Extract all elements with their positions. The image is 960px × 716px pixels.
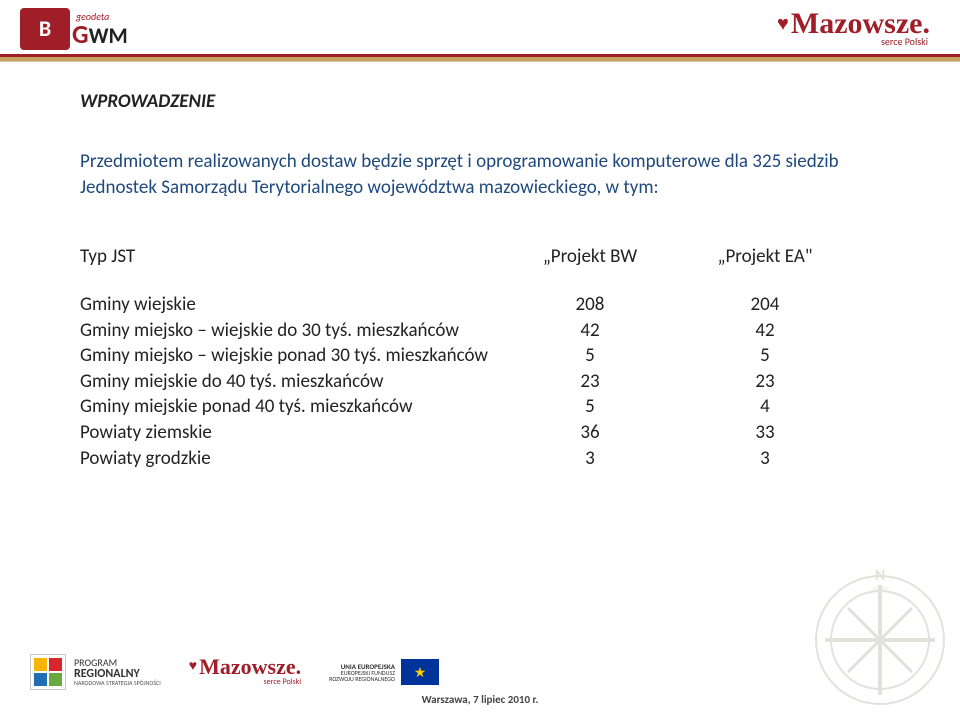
row-c2: 23: [680, 369, 850, 395]
logo-bgwm: B geodeta G WM: [20, 8, 128, 50]
logo-mazowsze: ♥ Mazowsze. serce Polski: [777, 11, 930, 47]
row-label: Gminy miejskie ponad 40 tyś. mieszkańców: [80, 394, 500, 420]
row-c1: 208: [500, 292, 680, 318]
row-label: Powiaty grodzkie: [80, 446, 500, 472]
header: B geodeta G WM ♥ Mazowsze. serce Polski: [0, 0, 960, 54]
heart-icon: ♥: [777, 11, 789, 37]
row-label: Gminy miejsko – wiejskie do 30 tyś. mies…: [80, 318, 500, 344]
col-projekt-bw: „Projekt BW: [500, 244, 680, 270]
table-row: Powiaty ziemskie 36 33: [80, 420, 880, 446]
logo-g: G: [72, 22, 89, 46]
table-row: Gminy miejsko – wiejskie do 30 tyś. mies…: [80, 318, 880, 344]
mazowsze-logo-block: ♥ Mazowsze. serce Polski: [777, 11, 930, 47]
eu-logo: UNIA EUROPEJSKA EUROPEJSKI FUNDUSZ ROZWO…: [329, 659, 439, 685]
table-row: Powiaty grodzkie 3 3: [80, 446, 880, 472]
divider-bar: [0, 54, 960, 62]
row-label: Gminy miejsko – wiejskie ponad 30 tyś. m…: [80, 343, 500, 369]
eu-l3: ROZWOJU REGIONALNEGO: [329, 676, 395, 682]
col-label: Typ JST: [80, 244, 500, 270]
eu-flag-icon: ★: [401, 659, 439, 685]
table-row: Gminy wiejskie 208 204: [80, 292, 880, 318]
heart-icon: ♥: [189, 657, 197, 677]
mazowsze-script: ♥ Mazowsze.: [777, 11, 930, 37]
program-icon: [30, 654, 66, 690]
row-c2: 33: [680, 420, 850, 446]
row-c1: 36: [500, 420, 680, 446]
mazowsze-text: Mazowsze.: [791, 11, 930, 37]
table-row: Gminy miejskie ponad 40 tyś. mieszkańców…: [80, 394, 880, 420]
table-row: Gminy miejskie do 40 tyś. mieszkańców 23…: [80, 369, 880, 395]
row-c1: 5: [500, 343, 680, 369]
row-label: Gminy miejskie do 40 tyś. mieszkańców: [80, 369, 500, 395]
logo-gwm: G WM: [72, 22, 128, 47]
compass-n: N: [875, 566, 886, 585]
row-c2: 4: [680, 394, 850, 420]
row-c1: 3: [500, 446, 680, 472]
row-c1: 5: [500, 394, 680, 420]
logo-wm: WM: [89, 25, 128, 47]
footer: PROGRAM REGIONALNY NARODOWA STRATEGIA SP…: [0, 638, 960, 716]
content-area: WPROWADZENIE Przedmiotem realizowanych d…: [0, 62, 960, 471]
eu-text: UNIA EUROPEJSKA EUROPEJSKI FUNDUSZ ROZWO…: [329, 663, 395, 682]
logo-wm-block: geodeta G WM: [72, 12, 128, 47]
program-text: PROGRAM REGIONALNY NARODOWA STRATEGIA SP…: [74, 658, 161, 686]
row-c2: 42: [680, 318, 850, 344]
table-header-row: Typ JST „Projekt BW „Projekt EA": [80, 244, 880, 270]
row-c2: 5: [680, 343, 850, 369]
row-c2: 204: [680, 292, 850, 318]
compass-north-label: north: [872, 584, 888, 593]
mazowsze-sub: serce Polski: [881, 37, 930, 47]
row-c1: 42: [500, 318, 680, 344]
footer-date: Warszawa, 7 lipiec 2010 r.: [422, 693, 539, 706]
logo-b: B: [39, 19, 51, 39]
footer-logos: PROGRAM REGIONALNY NARODOWA STRATEGIA SP…: [30, 654, 439, 690]
intro-paragraph: Przedmiotem realizowanych dostaw będzie …: [80, 149, 880, 200]
jst-table: Typ JST „Projekt BW „Projekt EA" Gminy w…: [80, 244, 880, 471]
section-title: WPROWADZENIE: [80, 90, 880, 113]
program-regionalny-logo: PROGRAM REGIONALNY NARODOWA STRATEGIA SP…: [30, 654, 161, 690]
mazowsze-footer-sub: serce Polski: [264, 677, 302, 687]
row-label: Powiaty ziemskie: [80, 420, 500, 446]
row-c2: 3: [680, 446, 850, 472]
mazowsze-footer-logo: ♥ Mazowsze. serce Polski: [189, 657, 301, 687]
col-projekt-ea: „Projekt EA": [680, 244, 850, 270]
mazowsze-footer-script: ♥ Mazowsze.: [189, 657, 301, 677]
row-label: Gminy wiejskie: [80, 292, 500, 318]
logo-bg-box: B: [20, 8, 70, 50]
table-row: Gminy miejsko – wiejskie ponad 30 tyś. m…: [80, 343, 880, 369]
program-l3: NARODOWA STRATEGIA SPÓJNOŚCI: [74, 680, 161, 686]
row-c1: 23: [500, 369, 680, 395]
